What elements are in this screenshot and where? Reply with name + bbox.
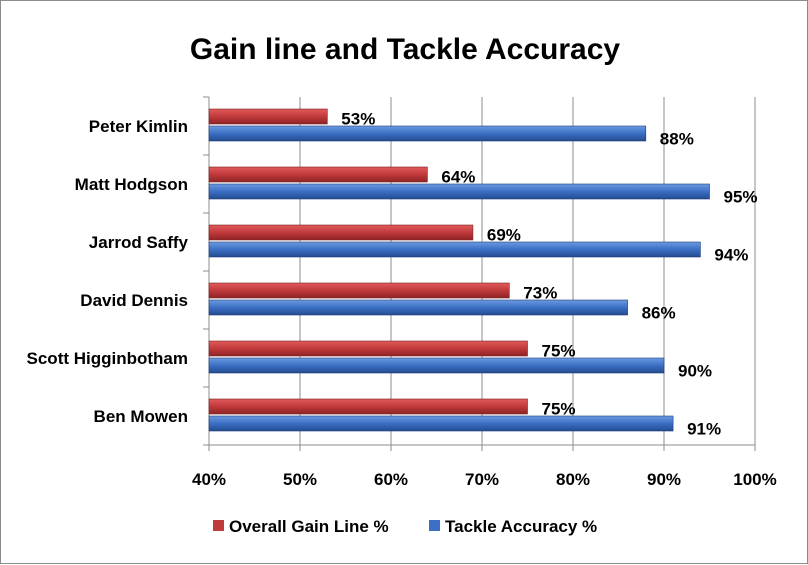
labels-layer: 40% 50% 60% 70% 80% 90% 100% Peter Kimlin 53% 88%… — [27, 110, 777, 490]
data-label: 94% — [714, 246, 748, 265]
x-tick-label: 100% — [733, 470, 776, 489]
tackle-accuracy-bar — [208, 299, 628, 316]
data-label: 86% — [642, 304, 676, 323]
data-label: 88% — [660, 130, 694, 149]
gain-line-bar — [208, 224, 474, 241]
legend-swatch — [213, 520, 224, 531]
tackle-accuracy-bar — [208, 241, 701, 258]
category-label: Ben Mowen — [94, 407, 188, 426]
bars-layer — [208, 108, 710, 432]
tackle-accuracy-bar — [208, 415, 674, 432]
gain-line-bar — [208, 108, 328, 125]
data-label: 75% — [542, 342, 576, 361]
gain-line-bar — [208, 340, 528, 357]
data-label: 95% — [724, 188, 758, 207]
legend: Overall Gain Line % Tackle Accuracy % — [213, 517, 597, 536]
category-label: Peter Kimlin — [89, 117, 188, 136]
x-tick-label: 50% — [283, 470, 317, 489]
gain-line-bar — [208, 282, 510, 299]
grid-layer — [203, 96, 756, 451]
data-label: 90% — [678, 362, 712, 381]
tackle-accuracy-bar — [208, 183, 710, 200]
legend-item-gain-line: Overall Gain Line % — [229, 517, 389, 536]
gain-line-bar — [208, 166, 428, 183]
data-label: 75% — [542, 400, 576, 419]
data-label: 69% — [487, 226, 521, 245]
x-tick-label: 70% — [465, 470, 499, 489]
tackle-accuracy-bar — [208, 357, 665, 374]
data-label: 73% — [523, 284, 557, 303]
chart-title: Gain line and Tackle Accuracy — [190, 33, 620, 66]
data-label: 53% — [341, 110, 375, 129]
data-label: 91% — [687, 420, 721, 439]
category-label: David Dennis — [80, 291, 188, 310]
x-tick-label: 60% — [374, 470, 408, 489]
x-tick-label: 90% — [647, 470, 681, 489]
tackle-accuracy-bar — [208, 125, 647, 142]
category-label: Matt Hodgson — [75, 175, 188, 194]
legend-item-tackle-accuracy: Tackle Accuracy % — [445, 517, 597, 536]
x-tick-label: 80% — [556, 470, 590, 489]
gain-line-bar — [208, 398, 528, 415]
x-tick-label: 40% — [192, 470, 226, 489]
category-label: Scott Higginbotham — [27, 349, 188, 368]
data-label: 64% — [441, 168, 475, 187]
legend-swatch — [429, 520, 440, 531]
category-label: Jarrod Saffy — [89, 233, 189, 252]
